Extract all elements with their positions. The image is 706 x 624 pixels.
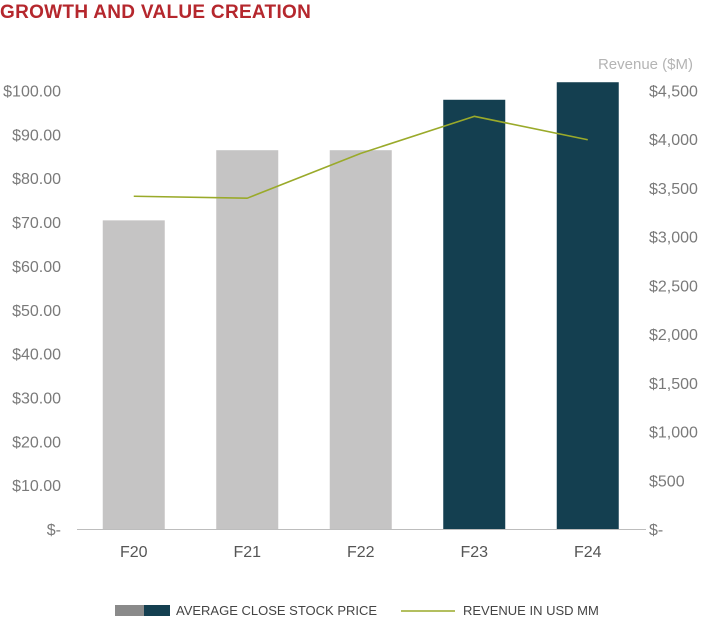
line-series: [133, 115, 588, 199]
bar-f23: [443, 99, 506, 530]
left-tick-label: $60.00: [12, 259, 61, 276]
bar-series: [102, 82, 619, 530]
right-tick-label: $3,000: [649, 230, 698, 247]
category-label: F20: [120, 544, 148, 561]
right-axis-ticks: $- $500 $1,000 $1,500 $2,000 $2,500 $3,000 $3,5…: [649, 84, 698, 540]
left-tick-label: $10.00: [12, 478, 61, 495]
legend-label-revenue: REVENUE IN USD MM: [463, 603, 599, 618]
category-label: F23: [460, 544, 488, 561]
legend-swatch-stock-navy: [144, 605, 170, 616]
left-tick-label: $20.00: [12, 434, 61, 451]
right-tick-label: $-: [649, 522, 663, 539]
right-tick-label: $2,000: [649, 327, 698, 344]
bar-f21: [216, 150, 279, 530]
right-tick-label: $1,500: [649, 376, 698, 393]
category-label: F24: [574, 544, 602, 561]
legend-label-stock: AVERAGE CLOSE STOCK PRICE: [176, 603, 377, 618]
right-tick-label: $4,500: [649, 84, 698, 101]
left-tick-label: $50.00: [12, 303, 61, 320]
category-labels: F20 F21 F22 F23 F24: [120, 544, 602, 561]
left-tick-label: $80.00: [12, 171, 61, 188]
right-tick-label: $500: [649, 473, 685, 490]
right-tick-label: $2,500: [649, 278, 698, 295]
revenue-line: [133, 115, 588, 199]
right-axis-label: Revenue ($M): [598, 56, 693, 73]
bar-f24: [556, 82, 619, 530]
bar-f20: [102, 220, 165, 530]
left-tick-label: $70.00: [12, 215, 61, 232]
right-tick-label: $3,500: [649, 181, 698, 198]
chart-title: GROWTH AND VALUE CREATION: [0, 2, 311, 23]
legend-swatch-stock-grey: [115, 605, 144, 616]
legend: AVERAGE CLOSE STOCK PRICE REVENUE IN USD…: [115, 603, 599, 618]
left-tick-label: $40.00: [12, 347, 61, 364]
category-label: F22: [347, 544, 375, 561]
category-label: F21: [233, 544, 261, 561]
left-tick-label: $90.00: [12, 127, 61, 144]
left-tick-label: $100.00: [3, 84, 61, 101]
right-tick-label: $1,000: [649, 425, 698, 442]
left-tick-label: $-: [47, 522, 61, 539]
bar-f22: [329, 150, 392, 530]
left-tick-label: $30.00: [12, 390, 61, 407]
right-tick-label: $4,000: [649, 132, 698, 149]
left-axis-ticks: $- $10.00 $20.00 $30.00 $40.00 $50.00 $60.00 $7…: [3, 84, 61, 540]
